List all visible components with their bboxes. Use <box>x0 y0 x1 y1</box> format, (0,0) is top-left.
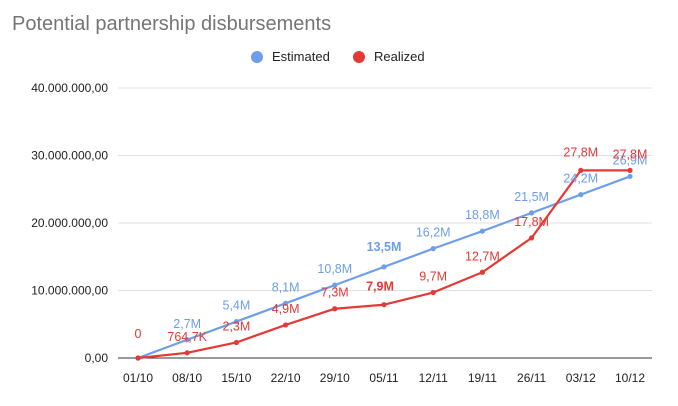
x-tick-label: 19/11 <box>468 371 497 385</box>
data-label-realized: 7,9M <box>366 280 394 294</box>
data-labels: 2,7M 5,4M 8,1M 10,8M 13,5M 16,2M 18,8M 21,5M 24,… <box>135 145 648 343</box>
x-tick-label: 12/11 <box>419 371 448 385</box>
data-label-realized: 4,9M <box>272 302 300 316</box>
data-label-realized: 27,8M <box>613 147 648 161</box>
data-label-realized: 764,7K <box>167 330 207 344</box>
legend-label-realized: Realized <box>374 49 425 64</box>
data-point-estimated <box>479 228 485 234</box>
data-point-estimated <box>430 246 436 252</box>
x-tick-label: 01/10 <box>123 371 153 385</box>
data-point-estimated <box>233 318 239 325</box>
chart-title: Potential partnership disbursements <box>12 13 331 35</box>
y-tick-label: 10.000.000,00 <box>31 284 108 298</box>
data-label-estimated: 21,5M <box>514 190 549 204</box>
data-point-realized <box>430 289 436 296</box>
data-label-realized: 9,7M <box>419 270 447 284</box>
data-point-realized <box>479 269 485 275</box>
data-label-realized: 0 <box>135 327 142 341</box>
data-point-realized <box>578 167 584 173</box>
x-tick-label: 10/12 <box>615 371 645 385</box>
legend-marker-estimated <box>251 51 263 63</box>
data-label-estimated: 26,9M <box>613 153 648 167</box>
x-tick-label: 29/10 <box>320 371 350 385</box>
data-label-realized: 7,3M <box>321 286 349 300</box>
data-point-realized <box>283 322 289 328</box>
data-label-estimated: 18,8M <box>465 208 500 222</box>
data-label-estimated: 2,7M <box>173 317 201 331</box>
x-tick-label: 03/12 <box>566 371 596 385</box>
legend-marker-realized <box>353 51 365 63</box>
data-point-realized <box>627 167 633 173</box>
legend-label-estimated: Estimated <box>272 49 330 64</box>
data-point-realized <box>184 350 190 356</box>
data-point-estimated <box>283 300 289 306</box>
data-label-estimated: 13,5M <box>367 240 402 254</box>
data-label-estimated: 10,8M <box>317 262 352 276</box>
data-label-estimated: 8,1M <box>272 280 300 294</box>
y-tick-label: 0,00 <box>85 351 109 365</box>
data-point-realized <box>233 339 239 346</box>
y-tick-label: 20.000.000,00 <box>31 216 108 230</box>
legend: Estimated Realized <box>251 49 425 64</box>
gridlines <box>118 87 652 291</box>
data-point-realized <box>529 235 535 241</box>
x-axis: 01/10 08/10 15/10 22/10 29/10 05/11 12/11 19/11… <box>118 357 652 385</box>
y-tick-label: 40.000.000,00 <box>31 81 108 95</box>
data-point-realized <box>381 302 387 308</box>
x-tick-label: 05/11 <box>369 371 398 385</box>
series-points <box>135 167 633 361</box>
data-point-estimated <box>578 192 584 198</box>
data-label-realized: 12,7M <box>465 249 500 263</box>
data-label-estimated: 16,2M <box>416 226 451 240</box>
data-label-estimated: 24,2M <box>563 172 598 186</box>
data-point-estimated <box>381 264 387 270</box>
y-tick-label: 30.000.000,00 <box>31 149 108 163</box>
data-point-realized <box>135 355 141 361</box>
series-lines <box>137 169 631 360</box>
x-tick-label: 15/10 <box>221 371 251 385</box>
data-label-realized: 2,3M <box>223 319 251 333</box>
data-point-estimated <box>184 337 190 343</box>
x-tick-label: 22/10 <box>271 371 301 385</box>
data-point-realized <box>332 306 338 312</box>
data-point-estimated <box>529 210 535 216</box>
data-label-realized: 27,8M <box>563 145 598 159</box>
x-tick-label: 08/10 <box>172 371 202 385</box>
data-label-estimated: 5,4M <box>223 299 251 313</box>
data-label-realized: 17,8M <box>514 215 549 229</box>
x-tick-label: 26/11 <box>517 371 546 385</box>
data-point-estimated <box>627 173 633 180</box>
data-point-estimated <box>332 282 338 288</box>
y-axis: 0,00 10.000.000,00 20.000.000,00 30.000.000… <box>31 81 108 365</box>
